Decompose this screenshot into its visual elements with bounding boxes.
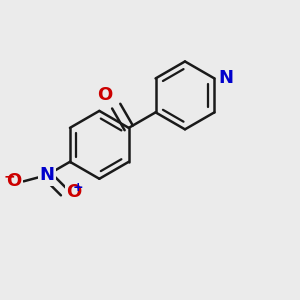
- Text: O: O: [98, 86, 113, 104]
- Text: O: O: [6, 172, 21, 190]
- Text: O: O: [66, 183, 82, 201]
- Text: +: +: [73, 181, 83, 194]
- Text: N: N: [218, 69, 233, 87]
- Text: −: −: [3, 169, 15, 184]
- Text: N: N: [39, 166, 54, 184]
